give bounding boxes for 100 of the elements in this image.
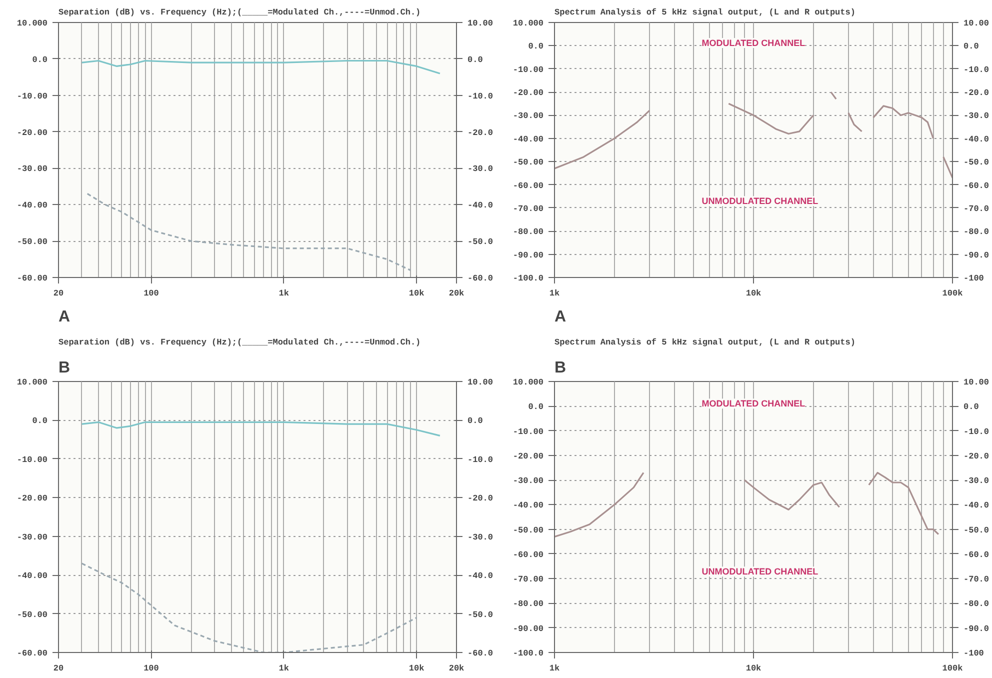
y-tick-label: -30.00 [16,164,48,174]
y2-tick-label: -10.0 [964,426,990,437]
annotation: UNMODULATED CHANNEL [702,566,819,577]
y2-tick-label: -80.0 [964,599,990,610]
y2-tick-label: -30.0 [964,111,990,122]
y2-tick-label: -60.0 [964,180,990,191]
annotation: MODULATED CHANNEL [702,38,806,48]
y2-tick-label: 10.00 [964,18,990,28]
x-tick-label: 10k [746,664,762,674]
x-tick-label: 20k [448,288,464,298]
x-tick-label: 20k [448,664,464,674]
x-tick-label: 100k [942,664,963,674]
y2-tick-label: -40.0 [964,500,990,511]
x-tick-label: 100 [144,288,159,298]
y2-tick-label: -20.0 [964,451,990,462]
y-tick-label: -40.00 [16,200,48,211]
y2-tick-label: -40.0 [468,200,494,211]
y2-tick-label: 0.0 [964,402,979,412]
y-tick-label: 0.0 [32,416,48,426]
x-tick-label: 20 [53,664,64,674]
y-tick-label: -20.00 [16,128,48,138]
y2-tick-label: -10.0 [468,91,494,102]
y2-tick-label: -70.0 [964,574,990,585]
y-tick-label: 0.0 [528,402,544,412]
text: A [554,308,566,326]
y2-tick-label: -30.0 [468,532,494,542]
y-tick-label: 0.0 [528,42,544,52]
x-tick-label: 100 [144,664,159,674]
y2-tick-label: -10.0 [964,64,990,75]
y-tick-label: -30.00 [512,476,544,486]
x-tick-label: 100k [942,288,963,298]
y-tick-label: -10.00 [16,454,48,465]
x-tick-label: 10k [746,288,762,298]
y-tick-label: -60.00 [512,180,544,191]
chart-title: Separation (dB) vs. Frequency (Hz);(_____=Modulated Ch.,----=Unmod.Ch.) [58,338,421,348]
y2-tick-label: 0.0 [964,42,979,52]
x-tick-label: 1k [549,664,560,674]
y2-tick-label: -30.0 [468,164,494,174]
x-tick-label: 1k [278,288,289,298]
y-tick-label: -20.00 [512,451,544,462]
y-tick-label: -30.00 [512,111,544,122]
y2-tick-label: -70.0 [964,204,990,214]
y2-tick-label: -60.0 [468,648,494,658]
y2-tick-label: -100 [964,274,984,284]
x-tick-label: 1k [549,288,560,298]
y-tick-label: -40.00 [16,571,48,582]
y2-tick-label: -20.0 [964,88,990,98]
y-tick-label: -50.00 [16,610,48,620]
y-tick-label: -80.00 [512,599,544,610]
chart-title: Separation (dB) vs. Frequency (Hz);(_____=Modulated Ch.,----=Unmod.Ch.) [58,8,421,18]
chart-subtitle: B [58,360,70,376]
x-tick-label: 20 [53,288,64,298]
y2-tick-label: 10.00 [468,18,494,28]
y2-tick-label: -90.0 [964,250,990,260]
annotation: MODULATED CHANNEL [702,398,806,409]
x-tick-label: 10k [408,664,424,674]
x-tick-label: 1k [278,664,289,674]
y2-tick-label: -20.0 [468,494,494,504]
y2-tick-label: -50.0 [964,158,990,168]
y-tick-label: -70.00 [512,574,544,585]
y-tick-label: -10.00 [512,426,544,437]
y-tick-label: 10.000 [512,18,544,28]
x-tick-label: 10k [408,288,424,298]
chart-title: Spectrum Analysis of 5 kHz signal output, (L and R outputs) [554,338,856,348]
y-tick-label: -90.00 [512,624,544,634]
annotation: UNMODULATED CHANNEL [702,196,819,206]
y2-tick-label: -100 [964,648,984,658]
y2-tick-label: -40.0 [964,134,990,144]
y-tick-label: 10.000 [16,378,48,388]
text: A [58,308,70,326]
y2-tick-label: 10.00 [468,378,494,388]
y-tick-label: -50.00 [512,158,544,168]
y-tick-label: -90.00 [512,250,544,260]
y-tick-label: -10.00 [512,64,544,75]
y-tick-label: -50.00 [512,525,544,536]
y2-tick-label: -90.0 [964,624,990,634]
y2-tick-label: -20.0 [468,128,494,138]
y-tick-label: -60.00 [512,550,544,560]
y2-tick-label: -60.0 [964,550,990,560]
y2-tick-label: -60.0 [468,274,494,284]
y2-tick-label: 0.0 [468,54,483,65]
y2-tick-label: -40.0 [468,571,494,582]
y-tick-label: -20.00 [512,88,544,98]
y-tick-label: -20.00 [16,494,48,504]
y-tick-label: -100.0 [512,648,544,658]
y-tick-label: -80.00 [512,227,544,238]
chart-title: Spectrum Analysis of 5 kHz signal output, (L and R outputs) [554,8,856,18]
y2-tick-label: -10.0 [468,454,494,465]
y-tick-label: -10.00 [16,91,48,102]
y-tick-label: -70.00 [512,204,544,214]
y-tick-label: -50.00 [16,237,48,248]
y2-tick-label: -50.0 [964,525,990,536]
y2-tick-label: -50.0 [468,237,494,248]
y-tick-label: -100.0 [512,274,544,284]
y-tick-label: 10.000 [512,378,544,388]
y-tick-label: -60.00 [16,274,48,284]
y2-tick-label: -50.0 [468,610,494,620]
y-tick-label: -30.00 [16,532,48,542]
y2-tick-label: -30.0 [964,476,990,486]
y-tick-label: -40.00 [512,134,544,144]
